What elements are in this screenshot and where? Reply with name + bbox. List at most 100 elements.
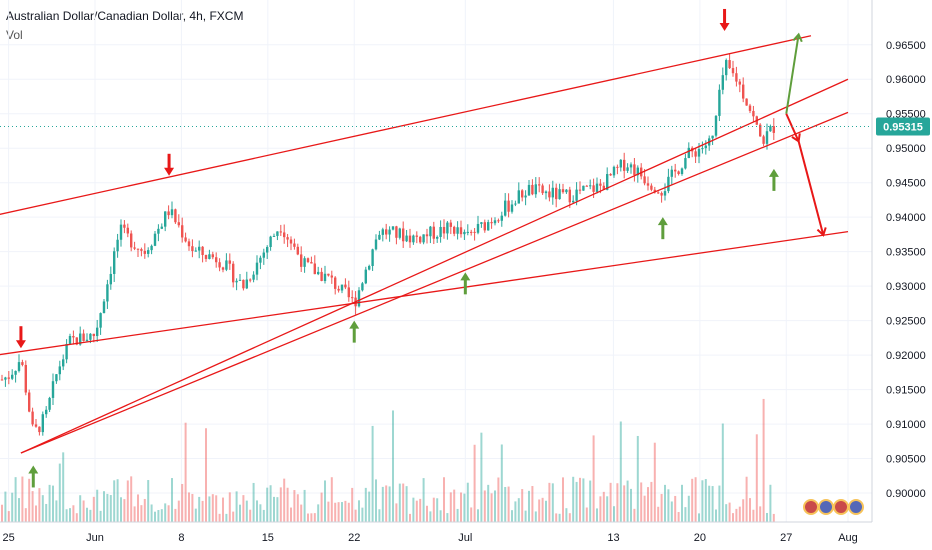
candle-body [177,222,180,226]
candle-body [65,343,68,360]
volume-bar [772,513,775,522]
candle-body [153,233,157,246]
candle-body [225,260,228,270]
volume-bar [259,504,262,522]
candle-body [136,248,140,250]
volume-bar [21,476,24,522]
volume-bar [599,496,602,522]
volume-bar [18,498,20,522]
candle-body [599,183,602,186]
volume-bar [218,513,221,522]
volume-bar [762,398,765,522]
volume-bar [55,500,58,522]
candle-body [187,241,191,247]
volume-bar [592,435,595,522]
volume-bar [670,501,673,522]
candle-body [58,366,61,375]
volume-bar [436,498,439,522]
candle-body [527,184,531,196]
volume-bar [609,482,612,522]
candle-body [92,333,95,337]
current-price-label: 0.95315 [883,121,923,133]
candle-body [633,164,636,176]
candle-body [198,246,201,251]
candle-body [147,250,150,254]
volume-bar [35,505,37,522]
volume-bar [327,501,330,522]
candle-body [504,200,507,216]
candle-body [725,60,728,76]
candle-body [667,176,670,192]
volume-bar [487,484,490,522]
candle-body [714,115,718,136]
volume-bar [558,513,561,522]
volume-bar [517,498,520,522]
candle-body [160,226,163,229]
candle-body [79,333,82,345]
volume-bar [633,508,636,522]
candle-body [119,224,123,240]
candle-body [351,297,354,299]
volume-bar [511,510,513,522]
candle-body [235,280,238,283]
candle-body [38,426,41,433]
volume-bar [415,500,418,522]
candle-body [456,227,459,234]
volume-bar [769,484,772,522]
y-tick-label: 0.90000 [886,488,926,500]
arrow-up-icon [28,465,39,474]
candle-body [96,327,99,337]
volume-bar [687,495,690,522]
candle-body [551,187,554,198]
volume-bar [330,477,333,522]
volume-bar [749,498,751,522]
volume-bar [497,477,500,522]
candle-body [126,227,129,234]
candle-body [402,228,405,242]
event-flag-icon [833,499,849,515]
candle-body [303,258,306,267]
candle-body [85,339,89,341]
volume-bar [657,506,660,522]
y-tick-label: 0.95000 [886,143,926,155]
candle-body [211,254,214,258]
volume-bar [79,495,82,522]
candle-body [4,377,7,380]
volume-bar [307,513,309,522]
candle-body [55,374,58,382]
candle-body [565,189,568,193]
candle-body [555,187,558,200]
candle-body [432,226,435,239]
volume-bar [48,484,51,522]
volume-bar [75,513,78,522]
volume-bar [504,487,507,522]
volume-bar [286,487,289,522]
candle-body [439,226,442,237]
volume-bar [228,492,231,522]
volume-bar [45,503,48,522]
candle-body [650,185,653,190]
candle-body [167,211,170,216]
event-flag-icon [818,499,834,515]
volume-bar [341,502,343,522]
candle-body [82,333,85,341]
volume-bar [242,495,245,522]
volume-bar [694,477,697,522]
volume-bar [528,490,530,522]
volume-bar [290,507,292,522]
candle-body [684,158,687,169]
volume-bar [273,496,275,522]
volume-bar [691,478,694,522]
trendline-lower-support [0,231,849,356]
volume-bar [725,504,728,522]
trendlines [0,35,849,454]
volume-bar [113,480,116,522]
volume-bar [116,479,119,522]
candle-body [204,255,208,259]
volume-bar [249,509,252,522]
candle-body [245,279,248,289]
grid [0,0,872,522]
candle-body [361,283,364,291]
candle-body [249,279,252,281]
